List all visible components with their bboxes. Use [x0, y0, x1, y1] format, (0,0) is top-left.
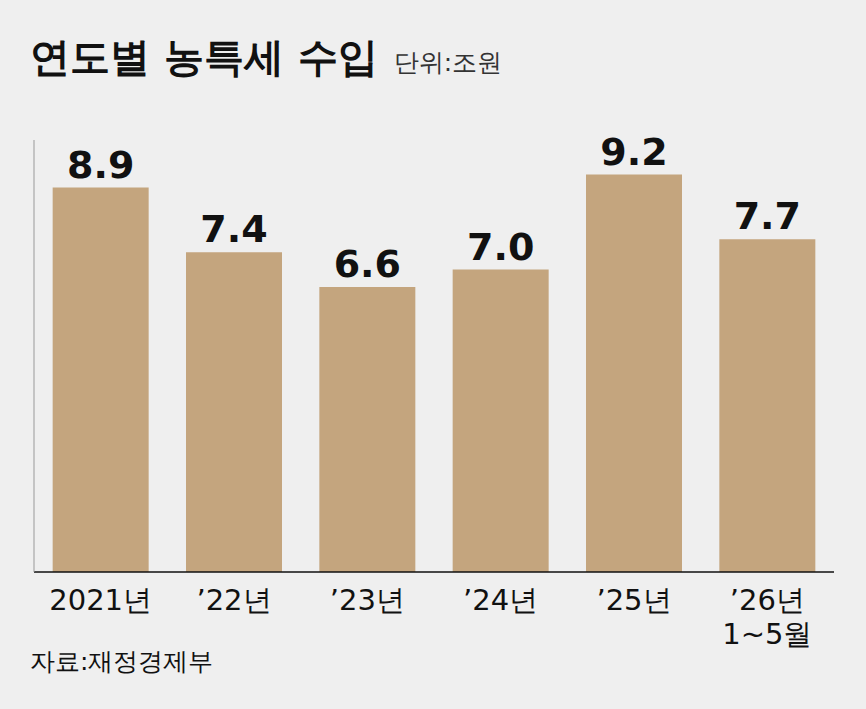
svg-text:7.0: 7.0: [467, 225, 534, 269]
svg-text:6.6: 6.6: [334, 242, 401, 286]
svg-text:’23년: ’23년: [330, 583, 405, 617]
svg-text:9.2: 9.2: [600, 130, 667, 174]
svg-text:’24년: ’24년: [463, 583, 538, 617]
html-text:자료:재정경제부: 자료:재정경제부: [30, 647, 214, 676]
svg-text:1~5월: 1~5월: [722, 617, 812, 651]
svg-text:’22년: ’22년: [196, 583, 271, 617]
svg-text:’25년: ’25년: [596, 583, 671, 617]
svg-text:7.7: 7.7: [734, 194, 801, 238]
svg-text:8.9: 8.9: [67, 143, 134, 187]
svg-text:7.4: 7.4: [200, 207, 267, 251]
svg-text:’26년: ’26년: [730, 583, 805, 617]
svg-text:2021년: 2021년: [49, 583, 152, 617]
html-text:연도별 농특세 수입 단위:조원: 연도별 농특세 수입 단위:조원: [30, 34, 503, 80]
